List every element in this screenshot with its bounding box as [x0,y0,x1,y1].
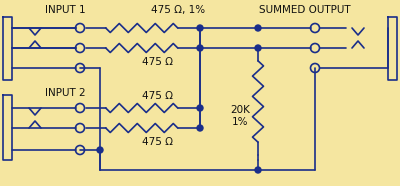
Text: 1%: 1% [232,117,248,127]
Circle shape [197,45,203,51]
Circle shape [97,147,103,153]
Text: 475 Ω: 475 Ω [142,57,174,67]
Text: 475 Ω: 475 Ω [142,91,174,101]
Text: INPUT 2: INPUT 2 [45,88,85,98]
Circle shape [197,105,203,111]
Circle shape [197,125,203,131]
Circle shape [255,45,261,51]
Circle shape [255,167,261,173]
Text: 475 Ω: 475 Ω [142,137,174,147]
Text: 20K: 20K [230,105,250,115]
Text: SUMMED OUTPUT: SUMMED OUTPUT [259,5,351,15]
Text: 475 Ω, 1%: 475 Ω, 1% [151,5,205,15]
Circle shape [255,25,261,31]
Circle shape [197,25,203,31]
Text: INPUT 1: INPUT 1 [45,5,85,15]
